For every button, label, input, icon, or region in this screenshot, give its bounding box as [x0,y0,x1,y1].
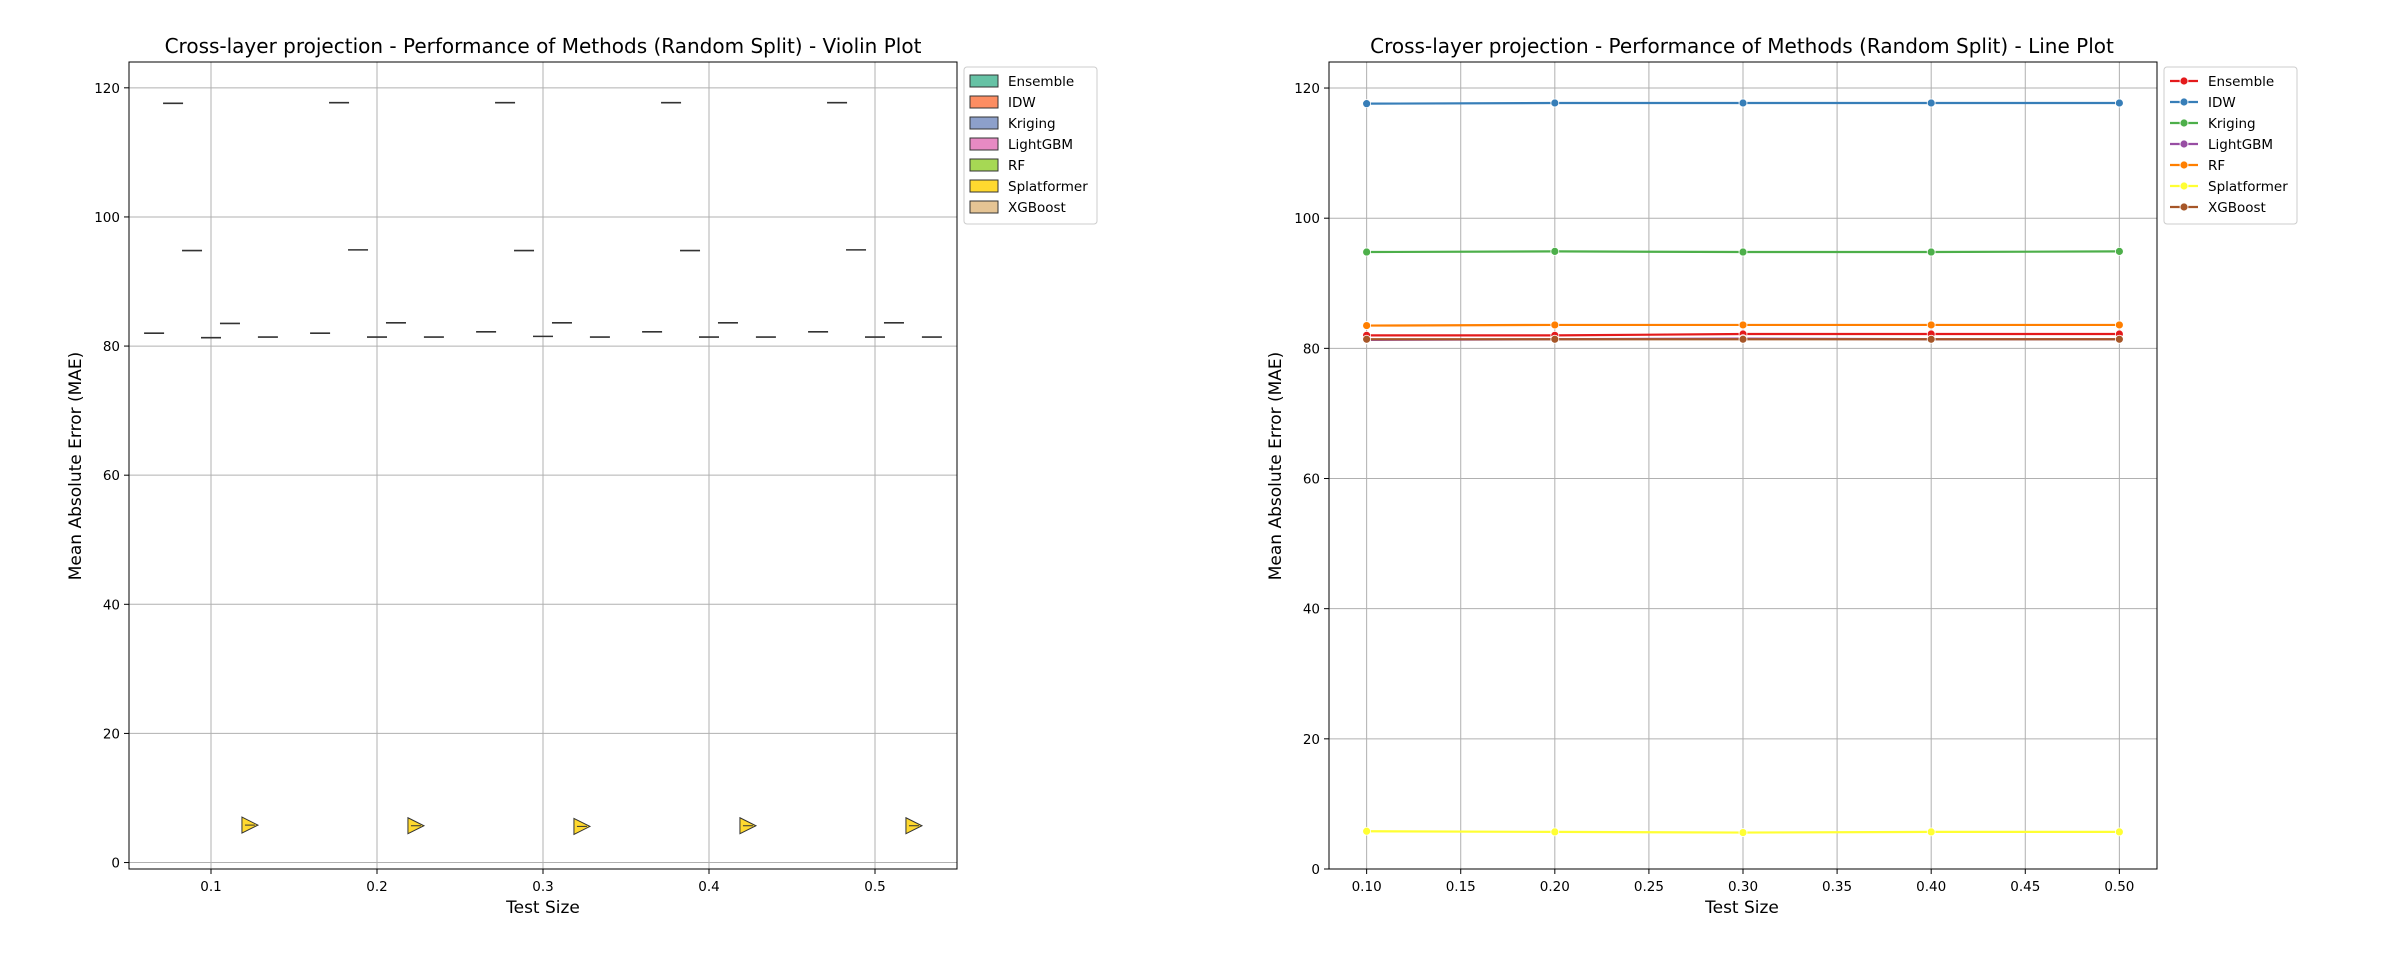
y-tick-label: 20 [103,726,120,742]
x-tick-label: 0.20 [1540,879,1570,895]
x-tick-label: 0.40 [1916,879,1946,895]
line-chart-marks [1362,98,2124,837]
violin-chart-legend: Ensemble IDW Kriging LightGBM RF Splatformer X… [963,66,1098,225]
legend-swatch [969,158,999,172]
data-point-idw [1550,98,1560,108]
data-point-idw [1738,98,1748,108]
x-tick-label: 0.25 [1634,879,1664,895]
legend-swatch [969,137,999,151]
y-tick-label: 100 [1294,211,1320,227]
legend-marker [2179,181,2189,191]
data-point-xgboost [2114,334,2124,344]
data-point-kriging [1738,247,1748,257]
data-point-rf [1550,320,1560,330]
violin-chart-ylabel: Mean Absolute Error (MAE) [66,352,86,581]
x-tick-label: 0.1 [200,879,221,895]
legend-label: Splatformer [2208,179,2288,195]
y-tick-label: 60 [103,468,120,484]
legend-marker [2179,160,2189,170]
x-tick-label: 0.2 [366,879,387,895]
legend-swatch [969,200,999,214]
x-tick-label: 0.30 [1728,879,1758,895]
data-point-splatformer [1738,828,1748,837]
y-tick-label: 80 [103,339,120,355]
x-tick-label: 0.4 [698,879,719,895]
legend-label: XGBoost [2208,200,2266,216]
legend-label: LightGBM [1008,137,1073,153]
legend-label: IDW [1008,95,1036,111]
data-point-splatformer [1926,827,1936,837]
violin-chart-xlabel: Test Size [505,898,580,918]
violin-chart-ticks: 0.1 0.2 0.3 0.4 0.5 0 20 40 60 80 100 120 [94,81,886,895]
data-point-idw [1926,98,1936,108]
line-chart-ticks: 0.10 0.15 0.20 0.25 0.30 0.35 0.40 0.45 0.50 0 20 4… [1294,81,2134,895]
violin-chart-grid [129,62,957,869]
y-tick-label: 120 [94,81,120,97]
legend-marker [2179,76,2189,86]
y-tick-label: 80 [1303,341,1320,357]
legend-marker [2179,139,2189,149]
legend-label: Kriging [2208,116,2256,132]
y-tick-label: 0 [111,856,120,872]
violin-chart: Cross-layer projection - Performance of … [66,34,1098,918]
line-chart-title: Cross-layer projection - Performance of … [1370,34,2114,58]
line-chart-grid [1329,62,2157,870]
legend-label: Ensemble [2208,74,2274,90]
x-tick-label: 0.15 [1446,879,1476,895]
legend-label: IDW [2208,95,2236,111]
data-point-kriging [2114,246,2124,256]
legend-label: LightGBM [2208,137,2273,153]
violin-chart-title: Cross-layer projection - Performance of … [165,34,922,58]
data-point-rf [1926,320,1936,330]
data-point-kriging [1362,247,1372,257]
data-point-idw [1362,99,1372,109]
data-point-rf [1738,320,1748,330]
x-tick-label: 0.45 [2010,879,2040,895]
legend-swatch [969,179,999,193]
legend-label: RF [1008,158,1025,174]
data-point-rf [2114,320,2124,330]
y-tick-label: 120 [1294,81,1320,97]
legend-label: Ensemble [1008,74,1074,90]
legend-marker [2179,202,2189,212]
x-tick-label: 0.5 [864,879,885,895]
x-tick-label: 0.10 [1352,879,1382,895]
data-point-xgboost [1926,334,1936,344]
data-point-xgboost [1738,334,1748,344]
line-chart-xlabel: Test Size [1704,898,1779,918]
data-point-splatformer [1550,827,1560,837]
violin-chart-marks [144,101,942,836]
y-tick-label: 0 [1311,862,1320,878]
legend-marker [2179,97,2189,107]
x-tick-label: 0.35 [1822,879,1852,895]
legend-label: XGBoost [1008,200,1066,216]
legend-marker [2179,118,2189,128]
legend-swatch [969,95,999,109]
x-tick-label: 0.3 [532,879,553,895]
data-point-rf [1362,321,1372,330]
legend-label: Splatformer [1008,179,1088,195]
data-point-xgboost [1550,334,1560,344]
data-point-kriging [1926,247,1936,257]
y-tick-label: 100 [94,210,120,226]
line-chart-legend: Ensemble IDW Kriging LightGBM RF Splatformer X… [2163,66,2298,225]
data-point-splatformer [2114,827,2124,837]
line-chart-ylabel: Mean Absolute Error (MAE) [1266,352,1286,581]
legend-swatch [969,116,999,130]
legend-label: Kriging [1008,116,1056,132]
data-point-idw [2114,98,2124,108]
legend-swatch [969,74,999,88]
data-point-splatformer [1362,826,1372,836]
x-tick-label: 0.50 [2104,879,2134,895]
data-point-kriging [1550,246,1560,256]
line-chart: Cross-layer projection - Performance of … [1266,34,2298,918]
legend-box [2163,66,2298,225]
legend-label: RF [2208,158,2225,174]
data-point-xgboost [1362,334,1372,344]
y-tick-label: 60 [1303,472,1320,488]
y-tick-label: 20 [1303,732,1320,748]
y-tick-label: 40 [1303,602,1320,618]
y-tick-label: 40 [103,597,120,613]
